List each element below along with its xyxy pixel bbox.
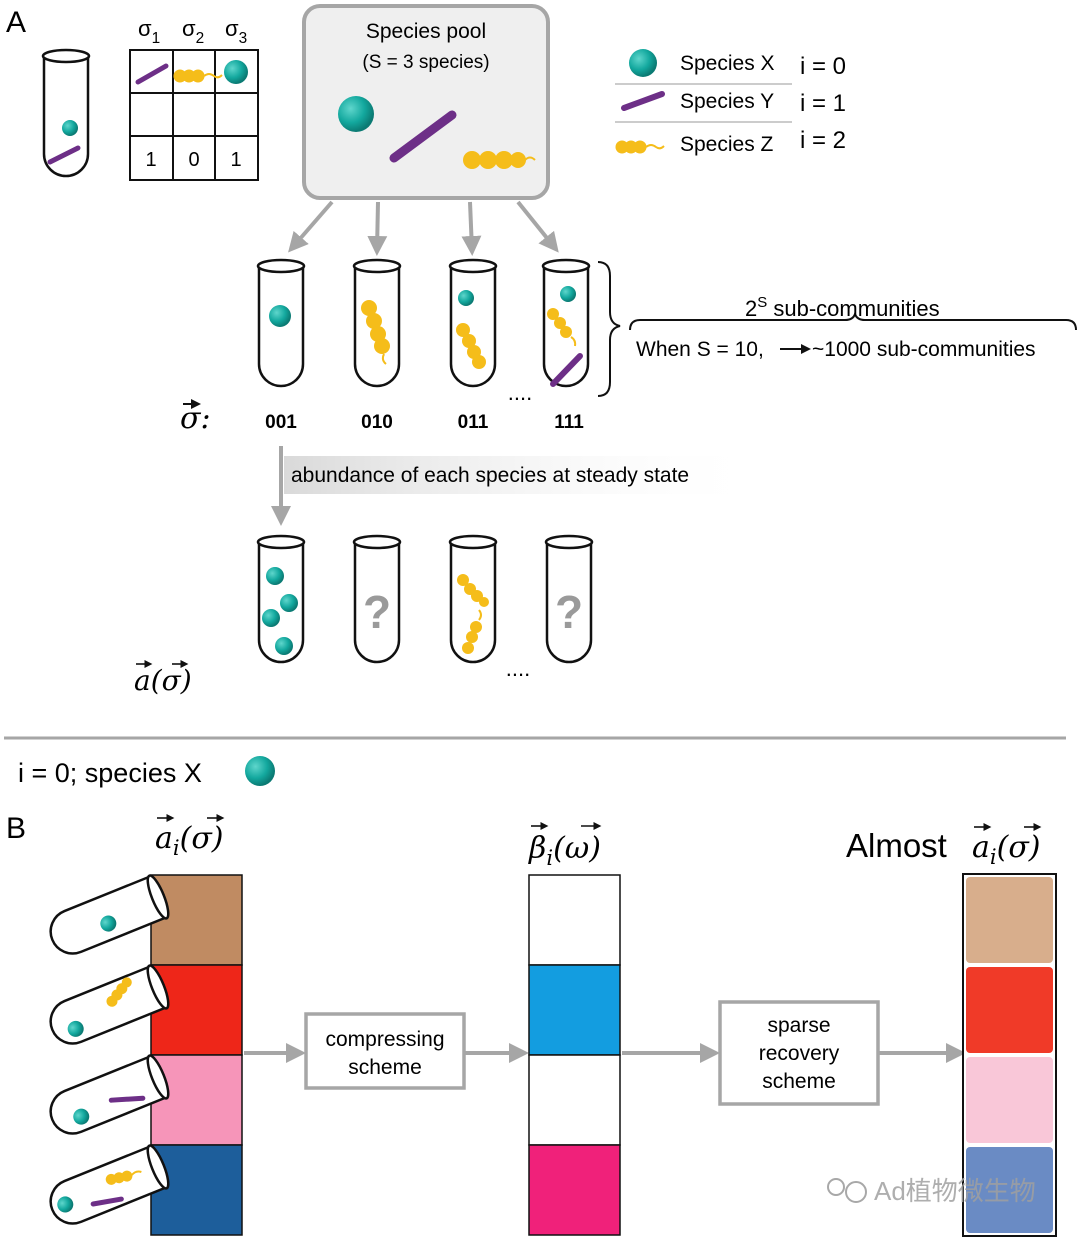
species-x-icon bbox=[62, 120, 78, 136]
subcommunity-count-label: 2S sub-communities bbox=[745, 294, 940, 321]
ai-cell-1 bbox=[150, 874, 243, 966]
result-ellipsis: .... bbox=[506, 656, 530, 681]
a-sigma-label: a(σ) bbox=[134, 660, 192, 697]
beta-cell-1 bbox=[528, 874, 621, 966]
sigma-header-1: σ1 bbox=[138, 16, 160, 47]
result-tubes: ? ? .... bbox=[256, 534, 594, 681]
example-tube bbox=[41, 48, 91, 178]
sigma-vector-label: σ: bbox=[180, 401, 211, 436]
code-011: 011 bbox=[458, 412, 489, 433]
legend-species-x-icon bbox=[629, 49, 657, 77]
steady-state-step: abundance of each species at steady stat… bbox=[271, 446, 768, 526]
almost-cell-2 bbox=[966, 967, 1053, 1053]
ai-cell-4 bbox=[150, 1144, 243, 1236]
legend-species-x-label: Species X bbox=[680, 52, 775, 75]
code-111: 111 bbox=[554, 412, 584, 433]
ai-cell-3 bbox=[150, 1054, 243, 1146]
tilted-tubes bbox=[42, 872, 174, 1233]
thousand-subcommunities-text: ~1000 sub-communities bbox=[812, 338, 1036, 361]
beta-cell-3 bbox=[528, 1054, 621, 1146]
table-species-x-icon bbox=[224, 60, 248, 84]
almost-cell-1 bbox=[966, 877, 1053, 963]
sigma-header-3: σ3 bbox=[225, 16, 247, 47]
panel-b-letter: B bbox=[6, 812, 26, 845]
sigma-header-2: σ2 bbox=[182, 16, 204, 47]
unknown-mark-2: ? bbox=[555, 586, 583, 638]
almost-ai-text: ai(σ) bbox=[972, 830, 1041, 869]
pool-subtitle: (S = 3 species) bbox=[362, 52, 489, 73]
sigma-cell-3: 1 bbox=[230, 149, 241, 171]
ai-cell-2 bbox=[150, 964, 243, 1056]
code-010: 010 bbox=[361, 412, 393, 433]
code-001: 001 bbox=[265, 412, 297, 433]
watermark-text: Ad植物微生物 bbox=[874, 1176, 1036, 1206]
pool-arrows bbox=[288, 200, 559, 256]
species-y-icon bbox=[47, 145, 81, 165]
legend-species-y-icon bbox=[621, 91, 665, 111]
ai-sigma-header: ai(σ) bbox=[155, 814, 225, 860]
sparse-line-3: scheme bbox=[762, 1070, 836, 1093]
legend-species-z-index: i = 2 bbox=[800, 127, 846, 154]
tubes-ellipsis: .... bbox=[508, 380, 532, 405]
species-legend: Species X i = 0 Species Y i = 1 Species … bbox=[614, 49, 846, 156]
subcomm-base: 2 bbox=[745, 296, 757, 321]
sparse-line-1: sparse bbox=[767, 1014, 830, 1037]
steady-state-label: abundance of each species at steady stat… bbox=[291, 464, 689, 487]
pool-species-z-icon bbox=[463, 151, 536, 169]
a-sigma-text: a(σ) bbox=[134, 664, 192, 697]
legend-species-z-icon bbox=[614, 139, 665, 155]
sparse-line-2: recovery bbox=[759, 1042, 840, 1065]
species-x-subtitle: i = 0; species X bbox=[18, 758, 202, 788]
beta-column bbox=[528, 874, 621, 1236]
subcomm-text: sub-communities bbox=[767, 296, 939, 321]
table-species-y-icon bbox=[135, 63, 169, 85]
legend-species-y-label: Species Y bbox=[680, 90, 774, 113]
unknown-mark-1: ? bbox=[363, 586, 391, 638]
pool-title: Species pool bbox=[366, 20, 486, 43]
when-s-10-text: When S = 10, bbox=[636, 338, 764, 361]
watermark: Ad植物微生物 bbox=[827, 1176, 1036, 1206]
compressing-scheme-box: compressing scheme bbox=[304, 1012, 466, 1090]
ai-sigma-text: ai(σ) bbox=[155, 821, 224, 860]
compress-line-2: scheme bbox=[348, 1056, 422, 1079]
sigma-cell-2: 0 bbox=[188, 149, 199, 171]
legend-species-z-label: Species Z bbox=[680, 133, 774, 156]
pool-species-x-icon bbox=[338, 96, 374, 132]
subcomm-sup: S bbox=[757, 294, 767, 311]
almost-column bbox=[962, 873, 1057, 1237]
compress-line-1: compressing bbox=[325, 1028, 444, 1051]
legend-species-x-index: i = 0 bbox=[800, 53, 846, 80]
subcommunity-bracket: 2S sub-communities When S = 10, ~1000 su… bbox=[597, 261, 1077, 397]
ai-column bbox=[150, 874, 243, 1236]
pool-species-y-icon bbox=[389, 110, 457, 163]
sigma-cell-1: 1 bbox=[145, 149, 156, 171]
panel-a-letter: A bbox=[6, 6, 26, 39]
subtitle-species-x-icon bbox=[245, 756, 275, 786]
beta-cell-2 bbox=[528, 964, 621, 1056]
sparse-recovery-box: sparse recovery scheme bbox=[718, 1000, 880, 1106]
sigma-codes: 001 010 011 111 bbox=[265, 412, 584, 433]
beta-omega-header: βi(ω) bbox=[528, 822, 602, 870]
almost-text: Almost bbox=[846, 827, 947, 864]
subcommunity-tubes: .... bbox=[256, 258, 591, 405]
species-pool-box: Species pool (S = 3 species) bbox=[302, 4, 550, 200]
almost-cell-3 bbox=[966, 1057, 1053, 1143]
legend-species-y-index: i = 1 bbox=[800, 90, 846, 117]
beta-cell-4 bbox=[528, 1144, 621, 1236]
almost-header: Almost ai(σ) bbox=[846, 823, 1042, 869]
sigma-table: σ1 σ2 σ3 1 0 1 bbox=[129, 16, 259, 181]
beta-omega-text: βi(ω) bbox=[528, 831, 601, 870]
almost-cell-4 bbox=[966, 1147, 1053, 1233]
